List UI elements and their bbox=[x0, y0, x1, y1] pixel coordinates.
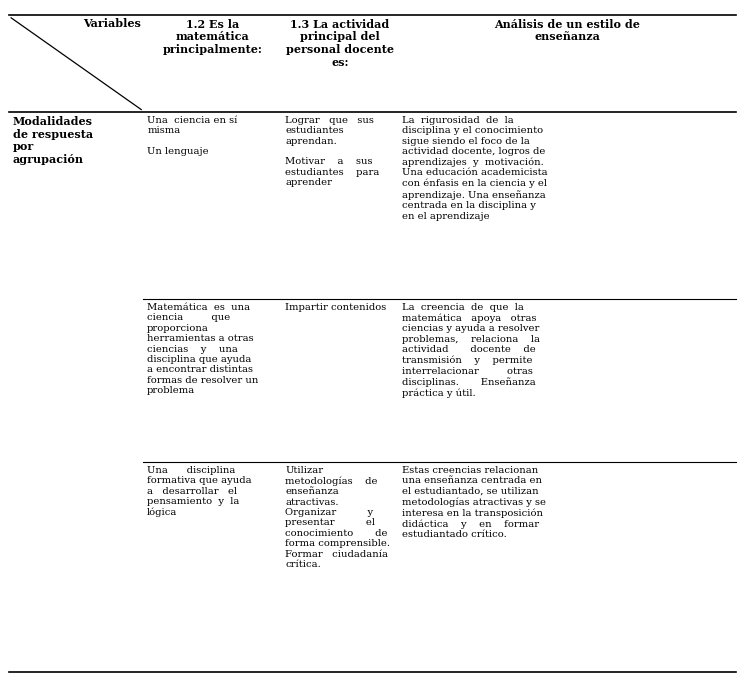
Text: Análisis de un estilo de
enseñanza: Análisis de un estilo de enseñanza bbox=[494, 19, 640, 43]
Text: Variables: Variables bbox=[83, 18, 141, 29]
Text: Utilizar
metodologías    de
enseñanza
atractivas.
Organizar          y
presentar: Utilizar metodologías de enseñanza atrac… bbox=[285, 466, 390, 569]
Text: Matemática  es  una
ciencia         que
proporciona
herramientas a otras
ciencia: Matemática es una ciencia que proporcion… bbox=[148, 303, 259, 395]
Text: La  creencia  de  que  la
matemática   apoya   otras
ciencias y ayuda a resolver: La creencia de que la matemática apoya o… bbox=[402, 303, 539, 398]
Text: 1.2 Es la
matemática
principalmente:: 1.2 Es la matemática principalmente: bbox=[162, 19, 262, 55]
Text: Modalidades
de respuesta
por
agrupación: Modalidades de respuesta por agrupación bbox=[13, 115, 93, 165]
Text: Lograr   que   sus
estudiantes
aprendan.

Motivar    a    sus
estudiantes    par: Lograr que sus estudiantes aprendan. Mot… bbox=[285, 115, 380, 187]
Text: Una  ciencia en sí
misma

Un lenguaje: Una ciencia en sí misma Un lenguaje bbox=[148, 115, 238, 156]
Text: La  rigurosidad  de  la
disciplina y el conocimiento
sigue siendo el foco de la
: La rigurosidad de la disciplina y el con… bbox=[402, 115, 548, 221]
Text: Impartir contenidos: Impartir contenidos bbox=[285, 303, 387, 312]
Text: Estas creencias relacionan
una enseñanza centrada en
el estudiantado, se utiliza: Estas creencias relacionan una enseñanza… bbox=[402, 466, 545, 539]
Text: Una      disciplina
formativa que ayuda
a   desarrollar   el
pensamiento  y  la
: Una disciplina formativa que ayuda a des… bbox=[148, 466, 252, 517]
Text: 1.3 La actividad
principal del
personal docente
es:: 1.3 La actividad principal del personal … bbox=[286, 19, 394, 68]
